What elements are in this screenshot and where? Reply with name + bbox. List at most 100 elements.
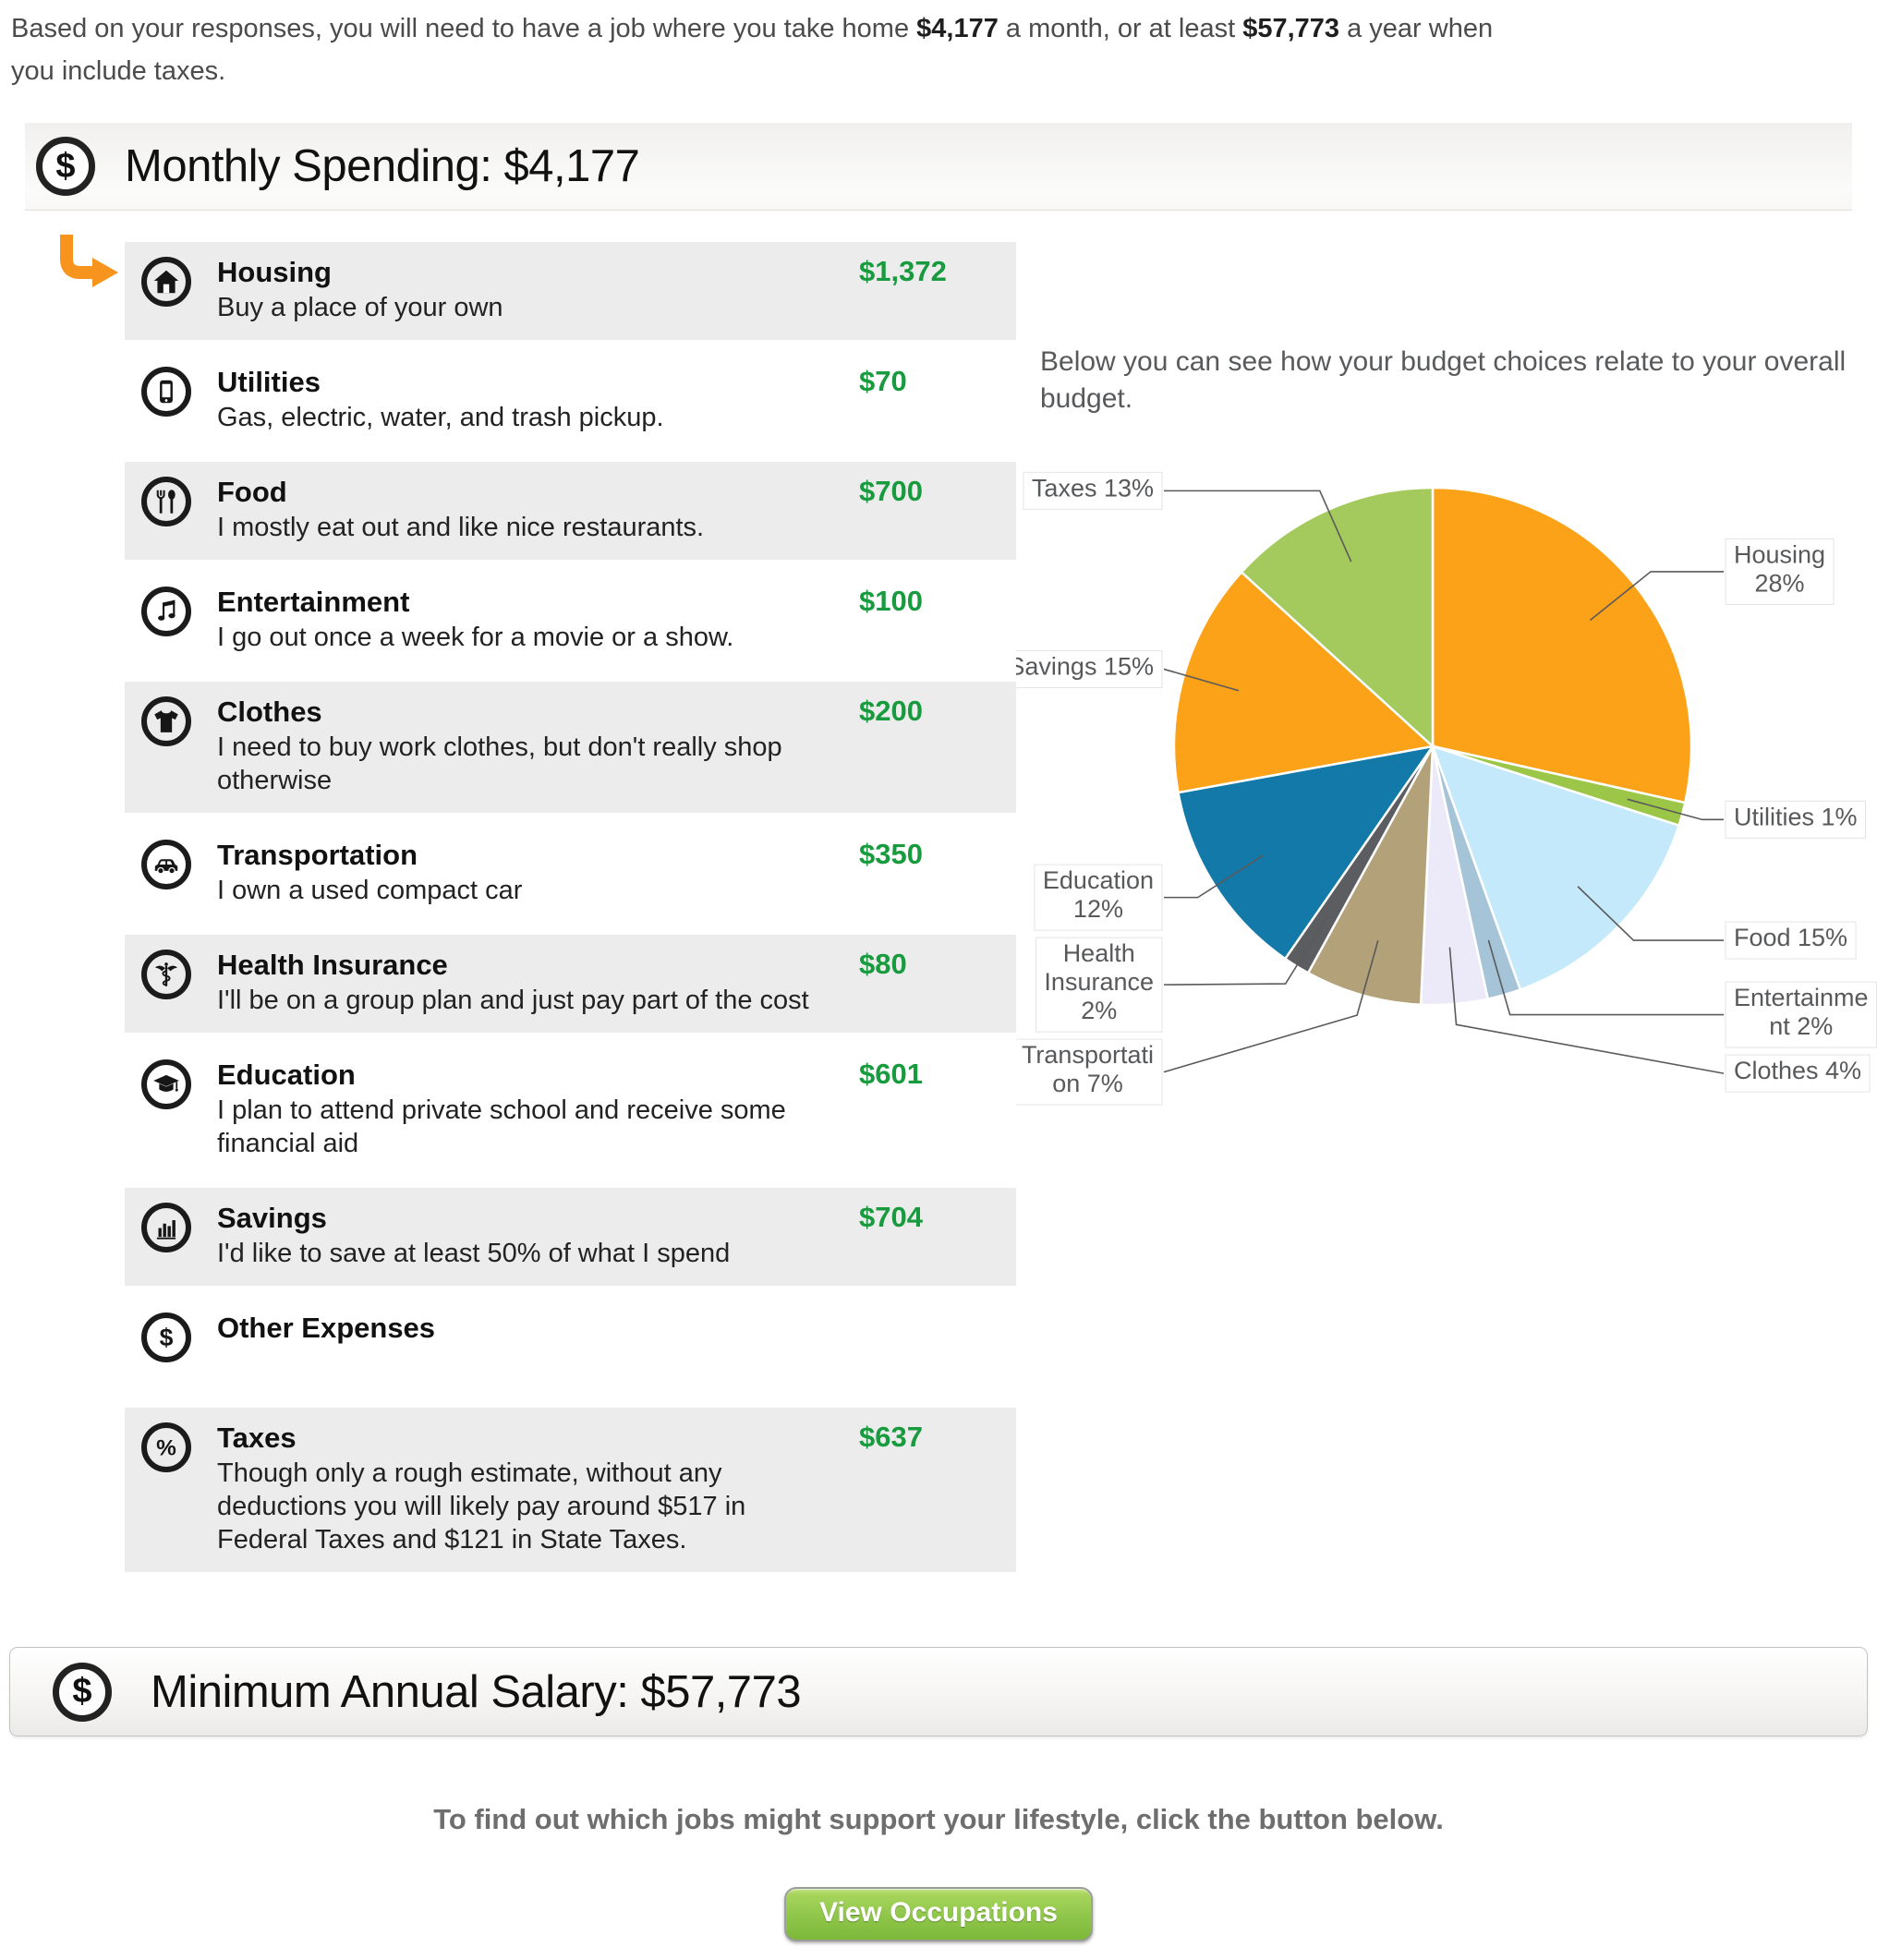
- category-row-entertainment[interactable]: Entertainment I go out once a week for a…: [125, 572, 1016, 670]
- category-description: Gas, electric, water, and trash pickup.: [217, 403, 664, 432]
- category-amount: $100: [859, 585, 923, 617]
- category-title: Food: [217, 476, 287, 508]
- pie-label-leader-savings: [1164, 668, 1240, 692]
- category-amount: $200: [859, 695, 923, 727]
- bar-chart-icon: [141, 1203, 191, 1252]
- category-row-clothes[interactable]: Clothes I need to buy work clothes, but …: [125, 682, 1016, 813]
- svg-text:$: $: [160, 1324, 174, 1351]
- category-description: I'd like to save at least 50% of what I …: [217, 1239, 731, 1268]
- category-description: I plan to attend private school and rece…: [217, 1095, 786, 1158]
- category-title: Health Insurance: [217, 949, 448, 981]
- pie-label-box-clothes: [1725, 1054, 1871, 1093]
- pie-label-utilities: Utilities 1%: [1734, 803, 1858, 830]
- pie-label-leader-utilities: [1627, 798, 1724, 821]
- category-title: Entertainment: [217, 586, 410, 618]
- fork-spoon-icon: [141, 477, 191, 526]
- category-title: Other Expenses: [217, 1312, 436, 1344]
- pie-label-taxes: Taxes 13%: [1032, 474, 1154, 502]
- category-title: Transportation: [217, 839, 418, 871]
- category-amount: $80: [859, 948, 907, 980]
- car-icon: [141, 840, 191, 889]
- category-row-housing[interactable]: Housing Buy a place of your own $1,372: [125, 242, 1016, 340]
- pie-label-box-transportation: [1012, 1038, 1163, 1106]
- category-row-education[interactable]: Education I plan to attend private schoo…: [125, 1045, 1016, 1176]
- category-description: I mostly eat out and like nice restauran…: [217, 513, 705, 542]
- pie-label-entertainment: Entertainme nt 2%: [1734, 984, 1869, 1040]
- music-notes-icon: [141, 587, 191, 636]
- pie-label-transportation: Transportati on 7%: [1022, 1041, 1154, 1097]
- category-amount: $1,372: [859, 255, 947, 287]
- intro-post: a year when you include taxes.: [11, 14, 1494, 87]
- pie-label-clothes: Clothes 4%: [1734, 1057, 1861, 1084]
- category-amount: $70: [859, 365, 907, 397]
- category-row-utilities[interactable]: Utilities Gas, electric, water, and tras…: [125, 352, 1016, 450]
- house-icon: [141, 257, 191, 307]
- dollar-circle-icon: $: [53, 1662, 112, 1722]
- pie-label-education: Education 12%: [1043, 866, 1154, 923]
- category-title: Clothes: [217, 696, 322, 728]
- pie-label-leader-clothes: [1448, 947, 1725, 1074]
- mobile-phone-icon: [141, 367, 191, 417]
- pie-label-leader-housing: [1589, 571, 1724, 622]
- category-amount: $350: [859, 838, 923, 870]
- intro-annual-amount: $57,773: [1242, 14, 1340, 43]
- dollar-circle-icon: $: [36, 137, 95, 196]
- dollar-icon: $: [141, 1313, 191, 1362]
- pie-label-savings: Savings 15%: [1016, 653, 1154, 681]
- minimum-salary-title: Minimum Annual Salary: $57,773: [151, 1666, 802, 1717]
- pie-label-box-entertainment: [1725, 981, 1877, 1048]
- pie-label-box-education: [1034, 864, 1163, 931]
- category-title: Education: [217, 1059, 356, 1091]
- view-occupations-button[interactable]: View Occupations: [784, 1887, 1093, 1942]
- pie-label-box-housing: [1725, 538, 1835, 605]
- category-list: Housing Buy a place of your own $1,372 U…: [125, 242, 1016, 1584]
- pie-label-leader-taxes: [1164, 490, 1352, 563]
- category-description: I'll be on a group plan and just pay par…: [217, 986, 809, 1015]
- category-amount: $700: [859, 475, 923, 507]
- pie-label-leader-transportation: [1163, 940, 1379, 1073]
- intro-text: Based on your responses, you will need t…: [11, 7, 1526, 93]
- category-description: I go out once a week for a movie or a sh…: [217, 623, 734, 652]
- category-row-savings[interactable]: Savings I'd like to save at least 50% of…: [125, 1188, 1016, 1286]
- svg-text:%: %: [156, 1436, 176, 1461]
- intro-pre: Based on your responses, you will need t…: [11, 14, 917, 43]
- pie-label-box-utilities: [1725, 800, 1867, 839]
- pie-label-leader-entertainment: [1487, 939, 1724, 1016]
- category-description: Though only a rough estimate, without an…: [217, 1458, 746, 1555]
- monthly-spending-title: Monthly Spending: $4,177: [125, 141, 640, 191]
- category-row-other-expenses[interactable]: $ Other Expenses: [125, 1298, 1016, 1396]
- intro-monthly-amount: $4,177: [916, 14, 999, 43]
- pie-label-food: Food 15%: [1734, 924, 1847, 951]
- percent-icon: %: [141, 1422, 191, 1472]
- monthly-spending-header: $ Monthly Spending: $4,177: [25, 123, 1852, 211]
- category-description: I need to buy work clothes, but don't re…: [217, 732, 782, 795]
- category-amount: $601: [859, 1058, 923, 1090]
- category-row-food[interactable]: Food I mostly eat out and like nice rest…: [125, 462, 1016, 560]
- category-title: Housing: [217, 256, 332, 288]
- category-row-health-insurance[interactable]: Health Insurance I'll be on a group plan…: [125, 935, 1016, 1033]
- category-title: Savings: [217, 1202, 327, 1234]
- chart-note: Below you can see how your budget choice…: [1040, 346, 1847, 414]
- category-description: I own a used compact car: [217, 876, 523, 905]
- category-amount: $637: [859, 1421, 923, 1453]
- pie-label-leader-food: [1577, 886, 1724, 941]
- minimum-salary-header: $ Minimum Annual Salary: $57,773: [9, 1647, 1868, 1736]
- category-title: Utilities: [217, 366, 321, 398]
- pie-label-housing: Housing 28%: [1734, 540, 1825, 597]
- tshirt-icon: [141, 696, 191, 746]
- pie-label-box-health-insurance: [1035, 937, 1163, 1033]
- pie-label-leader-health-insurance: [1163, 917, 1327, 986]
- pie-label-box-food: [1725, 921, 1857, 960]
- intro-mid: a month, or at least: [998, 14, 1243, 43]
- category-row-taxes[interactable]: % Taxes Though only a rough estimate, wi…: [125, 1408, 1016, 1572]
- category-title: Taxes: [217, 1422, 297, 1454]
- budget-pie-chart: Taxes 13% Savings 15% Education 12% Health In…: [999, 443, 1877, 1108]
- category-row-transportation[interactable]: Transportation I own a used compact car …: [125, 825, 1016, 923]
- cta-text: To find out which jobs might support you…: [433, 1803, 1444, 1835]
- selection-arrow-icon: [52, 233, 127, 295]
- caduceus-icon: [141, 950, 191, 999]
- pie-label-box-taxes: [1023, 471, 1163, 510]
- graduation-cap-icon: [141, 1059, 191, 1109]
- pie-label-box-savings: [999, 650, 1163, 689]
- pie-label-leader-education: [1164, 854, 1264, 899]
